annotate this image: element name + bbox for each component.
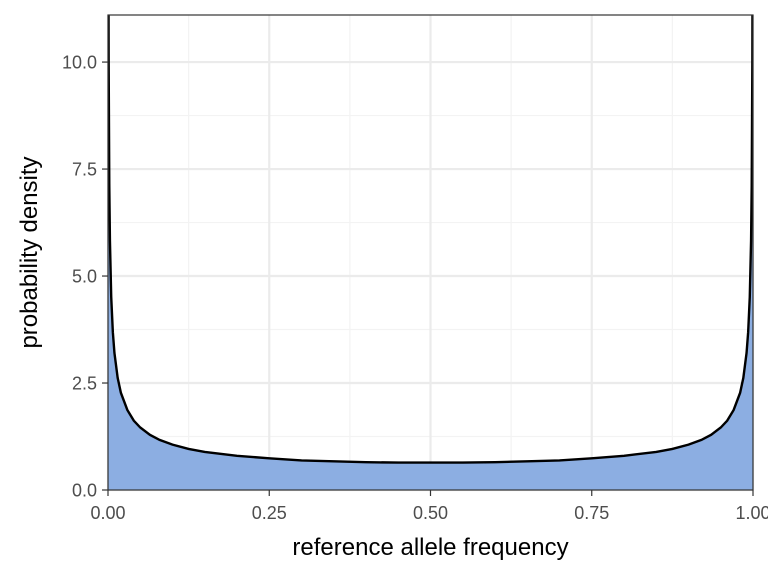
- x-tick-label: 0.00: [90, 503, 125, 523]
- y-tick-label: 2.5: [72, 374, 97, 394]
- x-axis-title: reference allele frequency: [292, 534, 568, 561]
- y-axis-title: probability density: [16, 156, 43, 348]
- x-axis: 0.00 0.25 0.50 0.75 1.00: [90, 490, 768, 523]
- y-tick-label: 7.5: [72, 160, 97, 180]
- y-tick-label: 0.0: [72, 481, 97, 501]
- y-tick-label: 5.0: [72, 267, 97, 287]
- x-tick-label: 1.00: [735, 503, 768, 523]
- x-tick-label: 0.75: [574, 503, 609, 523]
- y-tick-label: 10.0: [62, 53, 97, 73]
- density-curve: [108, 15, 753, 464]
- y-axis: 0.0 2.5 5.0 7.5 10.0: [62, 53, 108, 501]
- x-tick-label: 0.50: [413, 503, 448, 523]
- x-tick-label: 0.25: [252, 503, 287, 523]
